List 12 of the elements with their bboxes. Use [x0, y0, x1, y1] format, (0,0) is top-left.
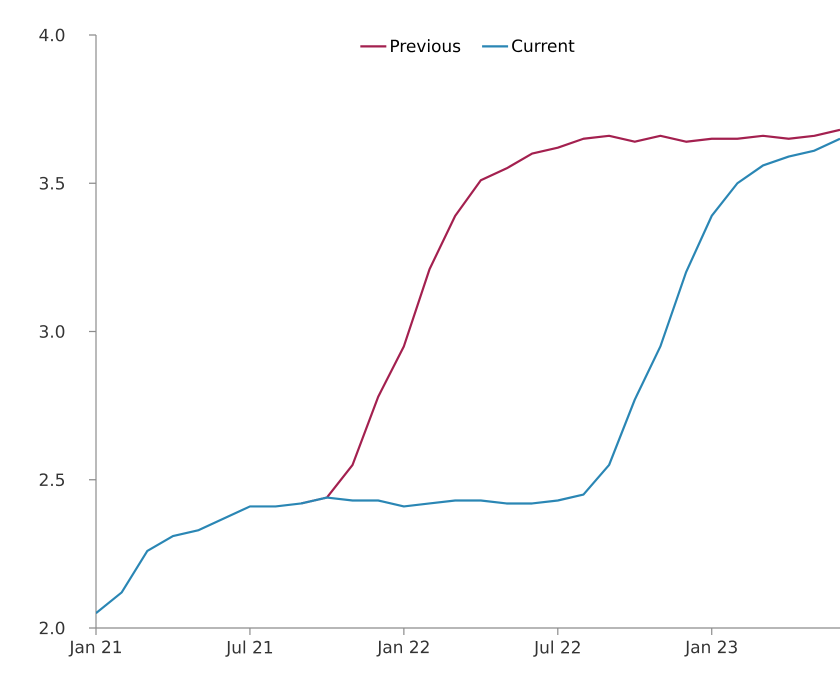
x-tick-label: Jul 22 — [533, 640, 580, 657]
x-tick-label: Jan 22 — [376, 640, 429, 656]
y-tick-label: 2.0 — [40, 622, 64, 634]
legend-label: Current — [512, 39, 574, 52]
x-tick-label: Jan 23 — [684, 640, 737, 656]
x-tick-label: Jan 21 — [68, 640, 121, 656]
y-tick-label: 3.5 — [40, 176, 64, 190]
y-tick-label: 4.0 — [39, 28, 64, 42]
x-tick-label: Jul 21 — [225, 640, 272, 657]
legend-label: Previous — [391, 39, 460, 52]
y-tick-label: 2.5 — [40, 473, 64, 486]
y-tick-label: 3.0 — [40, 325, 64, 338]
